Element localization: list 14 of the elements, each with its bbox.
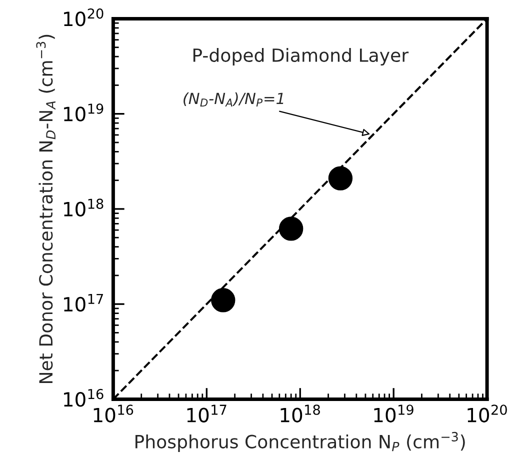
y-tick-label: 10$^{16}$ bbox=[64, 388, 104, 407]
x-tick-label: 10$^{16}$ bbox=[94, 404, 134, 422]
y-axis-title: Net Donor Concentration N$_{D}$-N$_{A}$ (cm$^{−3}$) bbox=[36, 34, 56, 383]
x-tick-label: 10$^{20}$ bbox=[468, 404, 507, 422]
y-tick-label: 10$^{17}$ bbox=[64, 294, 103, 312]
x-tick-label: 10$^{19}$ bbox=[374, 404, 414, 422]
y-tick-label: 10$^{20}$ bbox=[64, 8, 104, 26]
y-tick-label: 10$^{18}$ bbox=[64, 198, 104, 216]
x-axis-title: Phosphorus Concentration N$_{P}$ (cm$^{−3}$) bbox=[136, 432, 465, 452]
text: P-doped Diamond Layer bbox=[193, 48, 409, 66]
x-tick-label: 10$^{17}$ bbox=[187, 404, 226, 422]
annotation: (N$_{D}$-N$_{A}$)/N$_{P}$=1 bbox=[184, 92, 284, 106]
y-tick-label: 10$^{19}$ bbox=[64, 104, 104, 122]
x-tick-label: 10$^{18}$ bbox=[280, 404, 320, 422]
